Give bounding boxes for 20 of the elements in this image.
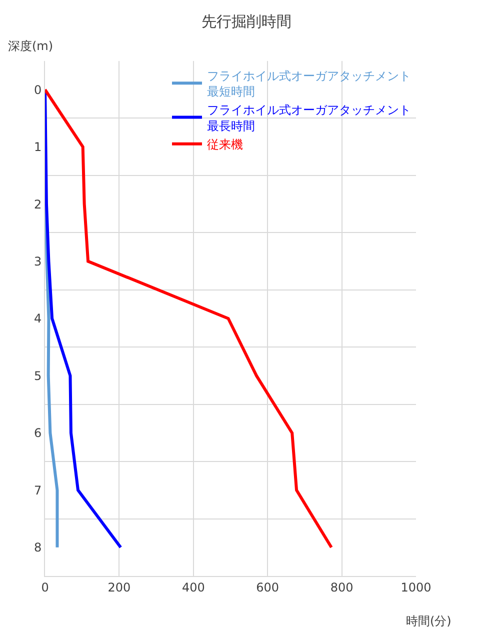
x-tick-label: 600 (256, 580, 280, 594)
chart-title: 先行掘削時間 (202, 12, 292, 30)
y-tick-label: 7 (34, 483, 42, 498)
y-tick-label: 4 (34, 312, 42, 326)
y-tick-label: 8 (34, 540, 42, 555)
y-tick-label: 2 (34, 197, 42, 212)
x-tick-label: 200 (108, 580, 131, 594)
x-axis-title: 時間(分) (406, 614, 452, 628)
y-tick-label: 0 (34, 82, 42, 97)
legend-label: 従来機 (207, 138, 243, 152)
x-tick-label: 1000 (400, 580, 432, 594)
y-axis-title: 深度(m) (8, 39, 54, 53)
x-tick-label: 400 (182, 580, 205, 594)
y-tick-label: 6 (34, 426, 42, 440)
legend-label: フライホイル式オーガアタッチメント最長時間 (207, 103, 411, 133)
y-tick-label: 5 (34, 368, 42, 383)
legend-label: フライホイル式オーガアタッチメント最短時間 (207, 68, 411, 99)
y-tick-label: 1 (34, 140, 42, 154)
x-tick-label: 800 (330, 580, 354, 594)
y-tick-label: 3 (34, 254, 42, 268)
